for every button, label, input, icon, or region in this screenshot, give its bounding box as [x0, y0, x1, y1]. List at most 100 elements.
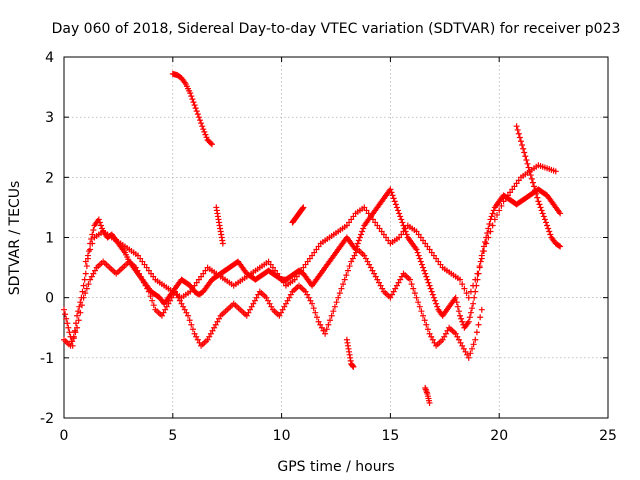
- data-point-s2: [278, 276, 285, 283]
- data-point-s2: [82, 258, 89, 265]
- data-point-s2: [420, 237, 427, 244]
- data-point-s1: [387, 294, 394, 301]
- data-point-s1: [263, 294, 270, 301]
- data-point-s4: [523, 157, 530, 164]
- data-point-s4: [540, 213, 547, 220]
- data-point-s0: [426, 282, 433, 289]
- data-point-s1: [82, 290, 89, 297]
- data-point-s0: [392, 201, 399, 208]
- data-point-s1: [312, 309, 319, 316]
- data-point-s0: [89, 231, 96, 238]
- data-point-s1: [144, 285, 151, 292]
- data-point-s1: [181, 306, 188, 313]
- data-point-s4: [544, 222, 551, 229]
- data-point-s2: [485, 234, 492, 241]
- data-point-s1: [325, 321, 332, 328]
- data-point-s0: [81, 276, 88, 283]
- x-axis-label: GPS time / hours: [277, 459, 394, 475]
- data-point-s4: [532, 187, 539, 194]
- data-point-s0: [427, 285, 434, 292]
- data-point-s1: [341, 276, 348, 283]
- data-point-s0: [469, 305, 475, 312]
- data-point-s0: [353, 243, 360, 250]
- data-point-s2: [496, 207, 503, 214]
- data-point-s0: [399, 219, 406, 226]
- data-point-s0: [428, 288, 435, 295]
- data-point-s4: [519, 141, 526, 148]
- data-point-s1: [87, 276, 94, 283]
- data-point-s1: [390, 288, 397, 295]
- data-point-s3: [203, 134, 210, 141]
- data-point-s2: [504, 192, 511, 199]
- data-point-s2: [428, 249, 435, 256]
- data-point-s1: [349, 255, 356, 262]
- data-point-s2: [487, 228, 494, 235]
- data-point-s2: [461, 285, 468, 292]
- data-point-s2: [137, 255, 144, 262]
- data-point-s1: [287, 291, 294, 298]
- data-point-s1: [346, 263, 353, 270]
- data-point-s1: [375, 279, 382, 286]
- data-point-s1: [134, 267, 141, 274]
- data-point-s1: [281, 303, 288, 310]
- data-point-s0: [420, 264, 427, 271]
- data-point-s0: [455, 308, 462, 315]
- data-point-s3: [194, 111, 201, 118]
- data-point-s1: [162, 306, 169, 313]
- data-point-s0: [424, 276, 431, 283]
- data-point-s2: [346, 219, 353, 226]
- data-point-s1: [276, 312, 283, 319]
- data-point-s1: [389, 291, 396, 298]
- data-point-s0: [418, 261, 425, 268]
- data-point-s2: [369, 216, 376, 223]
- data-point-s1: [74, 324, 81, 331]
- data-point-s1: [188, 321, 195, 328]
- data-point-s1: [364, 258, 371, 265]
- data-point-s2: [348, 216, 355, 223]
- data-point-s2: [198, 273, 205, 280]
- x-tick-label: 0: [60, 428, 69, 444]
- data-point-s1: [142, 282, 149, 289]
- data-point-s2: [148, 270, 155, 277]
- data-point-s1: [340, 281, 347, 288]
- data-point-s1: [424, 326, 431, 333]
- data-point-s0: [356, 234, 363, 241]
- data-point-s4: [547, 231, 554, 238]
- data-point-s1: [265, 297, 271, 304]
- data-point-s1: [464, 351, 471, 358]
- data-point-s1: [318, 324, 325, 331]
- data-point-s0: [83, 263, 90, 270]
- data-point-s3: [188, 93, 195, 100]
- data-point-s4: [520, 145, 527, 152]
- data-point-s1: [372, 273, 379, 280]
- data-point-s1: [70, 333, 77, 340]
- data-point-s0: [388, 189, 395, 196]
- data-point-s2: [269, 264, 276, 271]
- data-point-s0: [393, 204, 400, 211]
- data-point-s0: [396, 210, 403, 217]
- data-point-s4: [521, 149, 528, 156]
- data-point-s1: [304, 291, 311, 298]
- data-point-s1: [420, 312, 427, 319]
- data-point-s1: [441, 333, 448, 340]
- data-point-s1: [185, 312, 192, 319]
- data-point-s1: [465, 354, 472, 361]
- data-point-s0: [99, 225, 106, 232]
- data-point-s1: [362, 255, 369, 262]
- data-point-s0: [72, 320, 79, 327]
- data-point-s1: [467, 350, 474, 357]
- data-point-s1: [132, 264, 139, 271]
- data-point-s1: [336, 290, 343, 297]
- data-point-s1: [279, 306, 286, 313]
- data-point-s1: [475, 321, 482, 328]
- data-point-s1: [253, 294, 260, 301]
- data-point-s0: [425, 279, 432, 286]
- y-tick-label: 3: [45, 110, 54, 126]
- data-point-s1: [472, 336, 479, 343]
- y-tick-label: 0: [45, 291, 54, 307]
- data-point-s3: [193, 108, 200, 115]
- data-point-s2: [378, 228, 385, 235]
- data-point-s0: [489, 210, 496, 217]
- data-point-s1: [397, 276, 404, 283]
- data-point-s4: [535, 198, 542, 205]
